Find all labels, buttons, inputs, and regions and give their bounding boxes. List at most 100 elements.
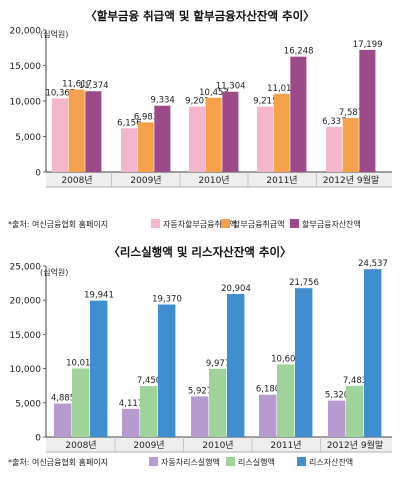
chart2-legend-swatch [226, 457, 235, 466]
chart1-bar [205, 97, 222, 172]
chart1-data-label: 11,374 [79, 81, 109, 91]
chart2-category-label: 2012년 9월말 [327, 439, 383, 451]
chart2-category-label: 2011년 [270, 440, 301, 451]
chart1-source-note: *출처: 여신금융협회 홈페이지 [8, 219, 108, 229]
chart2-data-label: 9,977 [206, 359, 230, 369]
chart2-category-label: 2010년 [202, 440, 233, 451]
chart2-legend-swatch [149, 457, 158, 466]
chart2-data-label: 5,927 [188, 386, 212, 396]
chart2-ylabel: (십억원) [40, 267, 68, 277]
chart2-bar [346, 385, 364, 437]
chart2-bar [122, 408, 140, 437]
chart1-data-label: 9,201 [185, 97, 209, 107]
chart2-data-label: 20,904 [221, 284, 251, 294]
chart2-bar [227, 294, 245, 437]
chart2-legend-label: 자동차리스실행액 [161, 457, 220, 467]
chart2-data-label: 19,370 [152, 295, 182, 305]
chart2-legend-label: 리스실행액 [238, 457, 275, 467]
chart2-data-label: 4,885 [51, 394, 75, 404]
chart2-bar [364, 269, 382, 437]
chart2-legend-label: 리스자산잔액 [309, 457, 353, 467]
chart2-category-label: 2009년 [133, 440, 164, 451]
chart2-data-label: 24,537 [358, 259, 388, 269]
chart1-data-label: 9,215 [253, 97, 277, 107]
chart1-legend-label: 할부금융자산잔액 [302, 219, 361, 229]
chart1-category-label: 2008년 [61, 175, 92, 186]
chart1-bar [154, 105, 171, 172]
chart1-ylabel: (십억원) [40, 29, 68, 39]
chart1-bar [137, 122, 154, 172]
chart2-bar [209, 368, 227, 437]
chart2-data-label: 6,180 [256, 385, 280, 395]
chart1-category-label: 2011년 [266, 175, 297, 186]
chart2-legend-swatch [297, 457, 306, 466]
chart2-data-label: 10,602 [271, 354, 301, 364]
chart2-bar [72, 368, 90, 437]
chart1-ytick-label: 15,000 [10, 62, 42, 72]
chart2-bar [277, 364, 295, 437]
chart2-data-label: 19,941 [84, 291, 114, 301]
chart2-title: 〈리스실행액 및 리스자산잔액 추이〉 [108, 245, 291, 259]
chart1-data-label: 10,365 [45, 88, 75, 98]
chart1-category-band [46, 172, 392, 187]
chart2-bar [140, 386, 158, 437]
chart1-legend-label: 할부금융취급액 [233, 219, 285, 229]
chart2-data-label: 7,450 [137, 376, 161, 386]
chart1-data-label: 6,337 [322, 117, 346, 127]
chart1-bar [52, 98, 69, 172]
chart2-ytick-label: 15,000 [10, 331, 42, 341]
chart1-legend-swatch [151, 219, 160, 228]
chart1-bar [189, 106, 206, 172]
chart2-category-band [46, 437, 392, 452]
chart1-bar [121, 128, 138, 172]
chart1-category-label: 2009년 [130, 175, 161, 186]
chart1-data-label: 17,199 [353, 40, 383, 50]
chart1-data-label: 6,156 [117, 118, 141, 128]
chart1-data-label: 11,018 [267, 84, 297, 94]
chart2-ytick-label: 10,000 [10, 365, 42, 375]
chart2-data-label: 4,117 [119, 399, 143, 409]
chart1-bar [68, 89, 85, 172]
chart2-ytick-label: 0 [35, 434, 41, 444]
chart1-data-label: 6,983 [134, 112, 158, 122]
chart2-bar [90, 300, 108, 437]
chart1-data-label: 9,334 [150, 96, 174, 106]
chart2-source-note: *출처: 여신금융협회 홈페이지 [8, 457, 108, 467]
chart2-bar [191, 396, 209, 437]
chart1-data-label: 16,248 [284, 47, 314, 57]
chart2-bar [295, 288, 313, 437]
chart1-ytick-label: 0 [35, 169, 41, 179]
chart2-ytick-label: 20,000 [10, 297, 42, 307]
chart1-bar [85, 91, 102, 172]
chart1-bar [290, 56, 307, 172]
chart1-bar [359, 49, 376, 172]
chart1-bar [342, 118, 359, 172]
chart1-data-label: 11,304 [216, 82, 246, 92]
chart1-legend-swatch [290, 219, 299, 228]
chart2-category-label: 2008년 [65, 440, 96, 451]
chart2-bar [158, 304, 176, 437]
chart1-data-label: 11,617 [62, 80, 92, 90]
chart1-ytick-label: 5,000 [15, 133, 41, 143]
chart2-bar [328, 400, 346, 437]
chart1-category-label: 2012년 9월말 [323, 174, 379, 186]
chart1-data-label: 7,587 [339, 108, 363, 118]
chart1-ytick-label: 10,000 [10, 98, 42, 108]
chart2-data-label: 21,756 [289, 278, 319, 288]
chart2-data-label: 7,483 [343, 376, 367, 386]
chart2-bar [54, 403, 72, 437]
chart1-data-label: 10,453 [199, 88, 229, 98]
chart2-ytick-label: 25,000 [10, 263, 42, 273]
chart1-title: 〈할부금융 취급액 및 할부금융자산잔액 추이〉 [85, 9, 314, 23]
chart1-legend-label: 자동차할부금융취급액 [163, 219, 237, 229]
chart1-legend-swatch [221, 219, 230, 228]
chart1-ytick-label: 20,000 [10, 27, 42, 37]
chart2-data-label: 5,320 [325, 391, 349, 401]
chart1-category-label: 2010년 [198, 175, 229, 186]
chart2-bar [259, 394, 277, 437]
chart2-ytick-label: 5,000 [15, 399, 41, 409]
chart1-bar [222, 91, 239, 172]
chart1-bar [257, 106, 274, 172]
chart1-bar [326, 127, 343, 172]
